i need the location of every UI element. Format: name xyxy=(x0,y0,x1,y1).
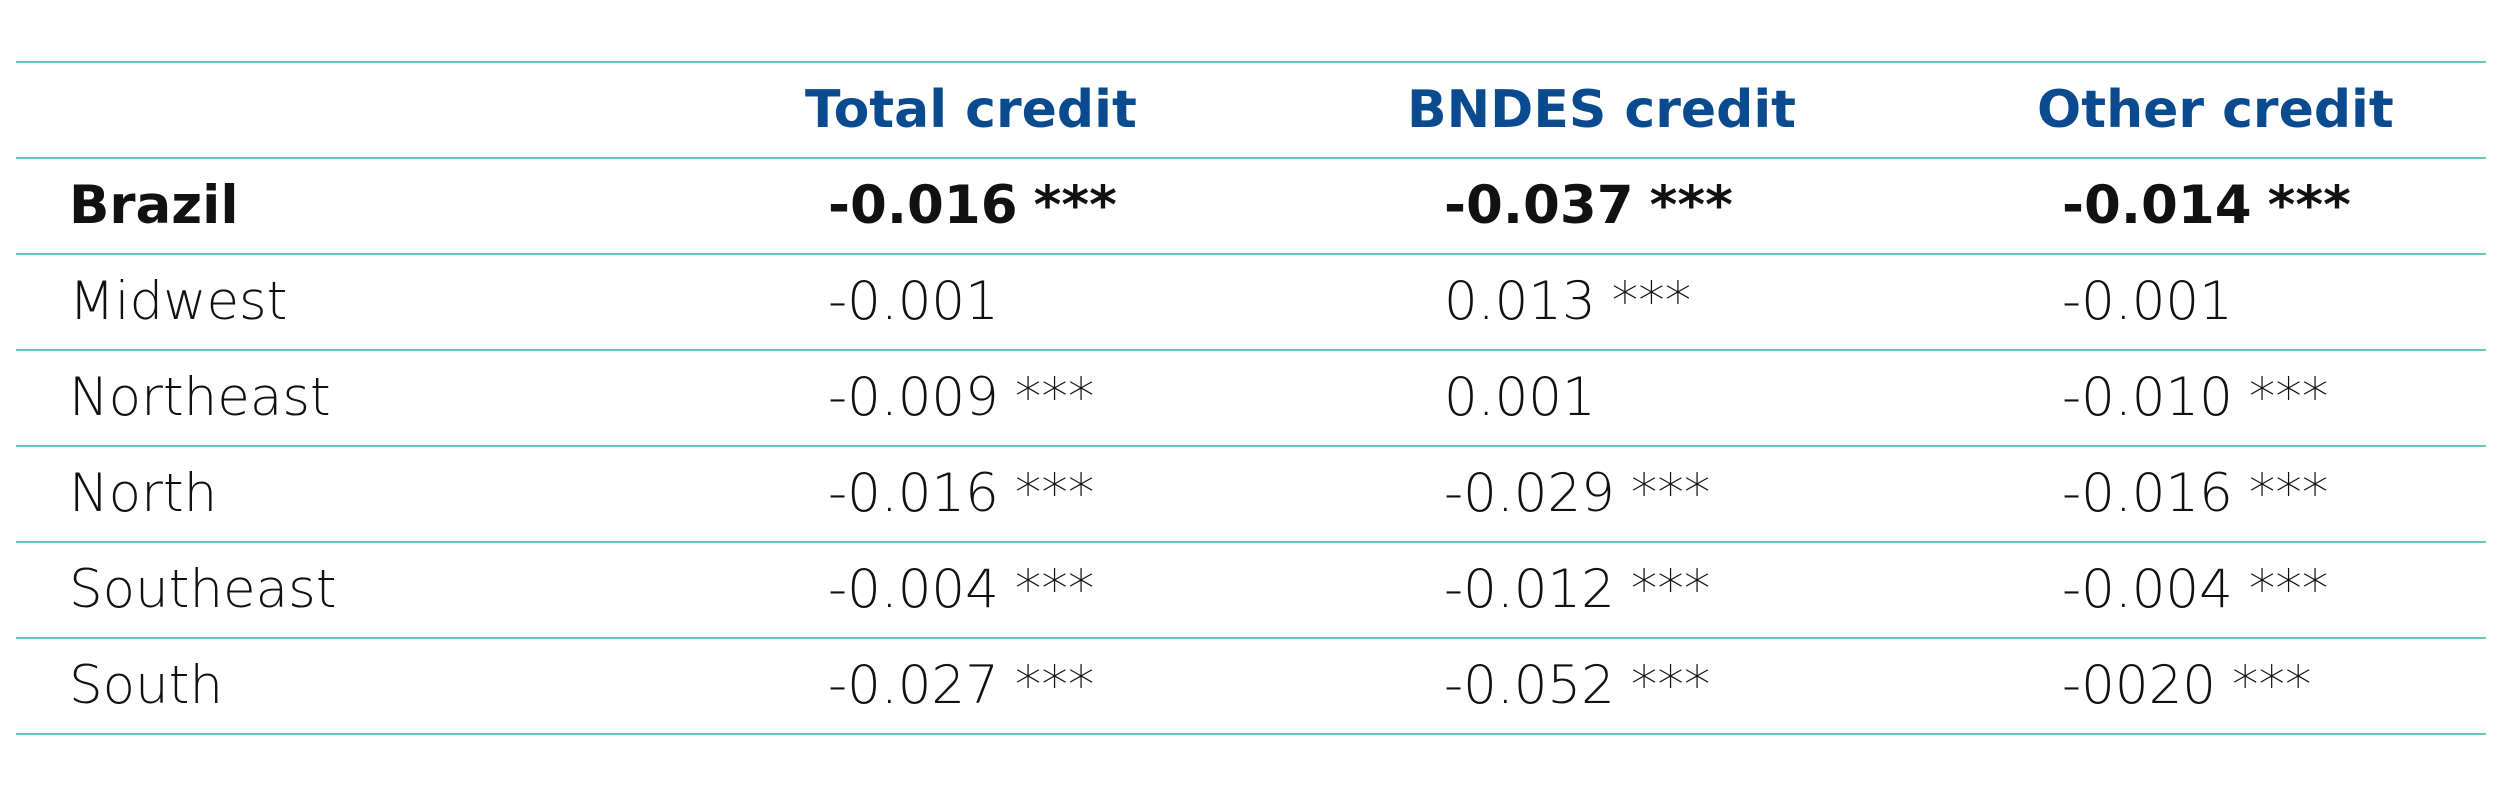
coefficient-value: -0.001 xyxy=(2062,271,2233,332)
bndes-credit-cell: 0.013 *** xyxy=(1444,255,1691,349)
coefficient-value: -0.037 xyxy=(1444,175,1634,236)
bndes-credit-cell: -0.037 *** xyxy=(1444,159,1733,253)
significance-stars: *** xyxy=(1611,271,1692,332)
coefficient-value: -0.016 xyxy=(828,463,999,524)
coefficient-value: -0.004 xyxy=(828,559,999,620)
coefficient-value: -0020 xyxy=(2062,655,2217,716)
row-label: North xyxy=(69,463,218,524)
bndes-credit-cell: -0.029 *** xyxy=(1444,447,1710,541)
significance-stars: *** xyxy=(1033,175,1117,236)
total-credit-cell: -0.004 *** xyxy=(828,543,1094,637)
coefficient-value: -0.001 xyxy=(828,271,999,332)
table-row-northeast: Northeast -0.009 *** 0.001 -0.010 *** xyxy=(16,351,2486,447)
total-credit-cell: -0.001 xyxy=(828,255,1015,349)
significance-stars: *** xyxy=(2248,559,2329,620)
coefficient-value: -0.029 xyxy=(1444,463,1615,524)
row-label: South xyxy=(69,655,224,716)
row-label: Northeast xyxy=(69,367,331,428)
table-header-row: Total credit BNDES credit Other credit xyxy=(16,63,2486,159)
significance-stars: *** xyxy=(1014,463,1095,524)
total-credit-cell: -0.016 *** xyxy=(828,159,1117,253)
significance-stars: *** xyxy=(2267,175,2351,236)
row-label: Southeast xyxy=(69,559,337,620)
coefficient-value: -0.014 xyxy=(2062,175,2252,236)
other-credit-cell: -0.001 xyxy=(2062,255,2249,349)
row-label: Midwest xyxy=(69,271,288,332)
other-credit-cell: -0.014 *** xyxy=(2062,159,2351,253)
coefficient-value: -0.016 xyxy=(2062,463,2233,524)
coefficient-value: 0.013 xyxy=(1444,271,1596,332)
significance-stars: *** xyxy=(1630,559,1711,620)
significance-stars: *** xyxy=(1630,463,1711,524)
header-bndes-credit: BNDES credit xyxy=(1407,80,1797,140)
header-total-credit: Total credit xyxy=(805,80,1137,140)
coefficient-value: -0.016 xyxy=(828,175,1018,236)
coefficient-value: -0.052 xyxy=(1444,655,1615,716)
significance-stars: *** xyxy=(2248,367,2329,428)
significance-stars: *** xyxy=(1630,655,1711,716)
coefficient-value: -0.004 xyxy=(2062,559,2233,620)
coefficient-value: -0.012 xyxy=(1444,559,1615,620)
table-row-brazil: Brazil -0.016 *** -0.037 *** -0.014 *** xyxy=(16,159,2486,255)
table-row-southeast: Southeast -0.004 *** -0.012 *** -0.004 *** xyxy=(16,543,2486,639)
significance-stars: *** xyxy=(1649,175,1733,236)
table-row-north: North -0.016 *** -0.029 *** -0.016 *** xyxy=(16,447,2486,543)
other-credit-cell: -0.010 *** xyxy=(2062,351,2328,445)
total-credit-cell: -0.016 *** xyxy=(828,447,1094,541)
regional-credit-table: Total credit BNDES credit Other credit B… xyxy=(16,61,2486,735)
coefficient-value: -0.027 xyxy=(828,655,999,716)
header-other-credit: Other credit xyxy=(2037,80,2394,140)
other-credit-cell: -0020 *** xyxy=(2062,639,2312,733)
significance-stars: *** xyxy=(1014,559,1095,620)
total-credit-cell: -0.009 *** xyxy=(828,351,1094,445)
significance-stars: *** xyxy=(2248,463,2329,524)
coefficient-value: -0.010 xyxy=(2062,367,2233,428)
table-row-midwest: Midwest -0.001 0.013 *** -0.001 xyxy=(16,255,2486,351)
row-label: Brazil xyxy=(69,175,239,236)
table-row-south: South -0.027 *** -0.052 *** -0020 *** xyxy=(16,639,2486,735)
significance-stars: *** xyxy=(2232,655,2312,716)
coefficient-value: 0.001 xyxy=(1444,367,1596,428)
total-credit-cell: -0.027 *** xyxy=(828,639,1094,733)
coefficient-value: -0.009 xyxy=(828,367,999,428)
bndes-credit-cell: -0.012 *** xyxy=(1444,543,1710,637)
other-credit-cell: -0.016 *** xyxy=(2062,447,2328,541)
significance-stars: *** xyxy=(1014,367,1095,428)
significance-stars: *** xyxy=(1014,655,1095,716)
bndes-credit-cell: -0.052 *** xyxy=(1444,639,1710,733)
other-credit-cell: -0.004 *** xyxy=(2062,543,2328,637)
bndes-credit-cell: 0.001 xyxy=(1444,351,1612,445)
